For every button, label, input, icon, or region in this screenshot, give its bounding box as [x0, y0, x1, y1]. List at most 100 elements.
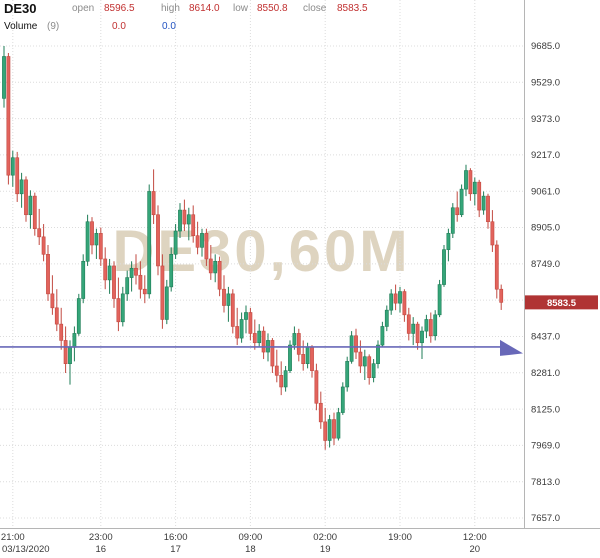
candle-down	[46, 244, 50, 301]
candle-up	[336, 407, 341, 441]
candle-body	[72, 333, 77, 348]
candle-body	[164, 286, 169, 320]
date-label: 17	[170, 544, 181, 555]
candle-body	[486, 195, 490, 223]
candle-up	[169, 247, 174, 292]
price-axis-label: 7657.0	[531, 513, 560, 524]
candle-body	[283, 370, 288, 388]
candle-body	[37, 228, 42, 238]
candle-body	[28, 195, 33, 216]
candle-up	[178, 203, 182, 239]
candle-down	[24, 176, 28, 222]
candle-down	[191, 205, 196, 243]
candle-body	[46, 254, 50, 295]
ohlc-header: DE30 open 8596.5 high 8614.0 low 8550.8 …	[0, 1, 600, 19]
candle-body	[367, 356, 372, 378]
candle-body	[499, 288, 504, 303]
candle-up	[10, 150, 15, 187]
candle-body	[178, 209, 182, 232]
candle-down	[490, 210, 495, 252]
candle-body	[107, 265, 112, 281]
time-label: 16:00	[164, 532, 188, 543]
close-label: close	[303, 3, 327, 14]
candle-down	[455, 191, 460, 222]
candle-up	[164, 279, 169, 325]
candle-down	[477, 179, 482, 218]
candle-body	[415, 323, 420, 344]
candle-body	[160, 265, 165, 320]
candle-up	[398, 286, 402, 313]
candle-body	[354, 335, 358, 353]
candle-down	[59, 307, 64, 350]
candle-up	[28, 190, 33, 229]
candle-down	[354, 328, 358, 360]
candle-body	[81, 260, 86, 299]
candle-up	[125, 270, 130, 301]
candle-up	[76, 293, 81, 336]
candle-body	[301, 354, 306, 364]
candle-body	[230, 293, 235, 327]
candle-down	[50, 275, 55, 315]
candle-body	[406, 314, 411, 334]
candle-down	[41, 224, 46, 262]
candle-up	[340, 382, 345, 415]
candle-up	[120, 286, 125, 327]
candle-body	[195, 235, 200, 248]
candle-up	[437, 279, 442, 318]
candle-up	[459, 184, 464, 218]
candle-up	[345, 356, 350, 392]
candle-body	[459, 188, 464, 216]
candle-down	[248, 307, 253, 341]
trendline[interactable]	[0, 339, 523, 356]
candle-down	[274, 349, 279, 383]
candle-down	[6, 52, 11, 185]
candle-body	[464, 170, 468, 190]
candle-body	[19, 179, 24, 195]
candle-body	[349, 335, 354, 362]
candle-down	[156, 205, 160, 276]
candle-down	[116, 277, 121, 332]
candle-body	[204, 233, 209, 260]
candle-body	[380, 326, 385, 346]
candle-up	[226, 286, 231, 322]
candle-body	[494, 244, 499, 290]
candle-body	[98, 233, 103, 260]
price-axis[interactable]: 9685.0 9529.0 9373.0 9217.0 9061.0 8905.0 8749…	[531, 41, 560, 524]
trendline-arrow-icon	[500, 339, 523, 356]
candle-up	[389, 289, 394, 315]
candle-down	[428, 312, 433, 343]
candle-down	[261, 326, 266, 360]
candle-down	[204, 228, 209, 266]
candle-body	[239, 319, 244, 339]
candle-up	[433, 310, 438, 341]
candle-down	[235, 307, 240, 346]
candle-down	[54, 289, 59, 332]
candle-body	[450, 207, 455, 234]
candle-up	[288, 340, 292, 373]
candle-down	[318, 391, 323, 429]
candle-body	[151, 191, 156, 216]
candle-down	[160, 254, 165, 329]
candle-body	[340, 386, 345, 413]
date-label: 16	[96, 544, 107, 555]
time-label: 09:00	[239, 532, 263, 543]
candle-body	[41, 236, 46, 255]
candle-body	[129, 267, 134, 278]
date-label: 03/13/2020	[2, 544, 50, 555]
candle-body	[235, 326, 240, 339]
candle-down	[468, 168, 473, 201]
candle-body	[477, 181, 482, 211]
candle-up	[450, 203, 455, 239]
indicator-param: (9)	[47, 21, 60, 32]
candle-body	[138, 274, 143, 290]
current-price-badge-bg	[525, 295, 598, 310]
candle-body	[332, 419, 336, 439]
candle-down	[358, 340, 363, 373]
candle-body	[182, 209, 187, 225]
candle-up	[81, 254, 86, 304]
candle-down	[252, 319, 257, 350]
candle-body	[389, 293, 394, 311]
candle-body	[292, 333, 297, 346]
